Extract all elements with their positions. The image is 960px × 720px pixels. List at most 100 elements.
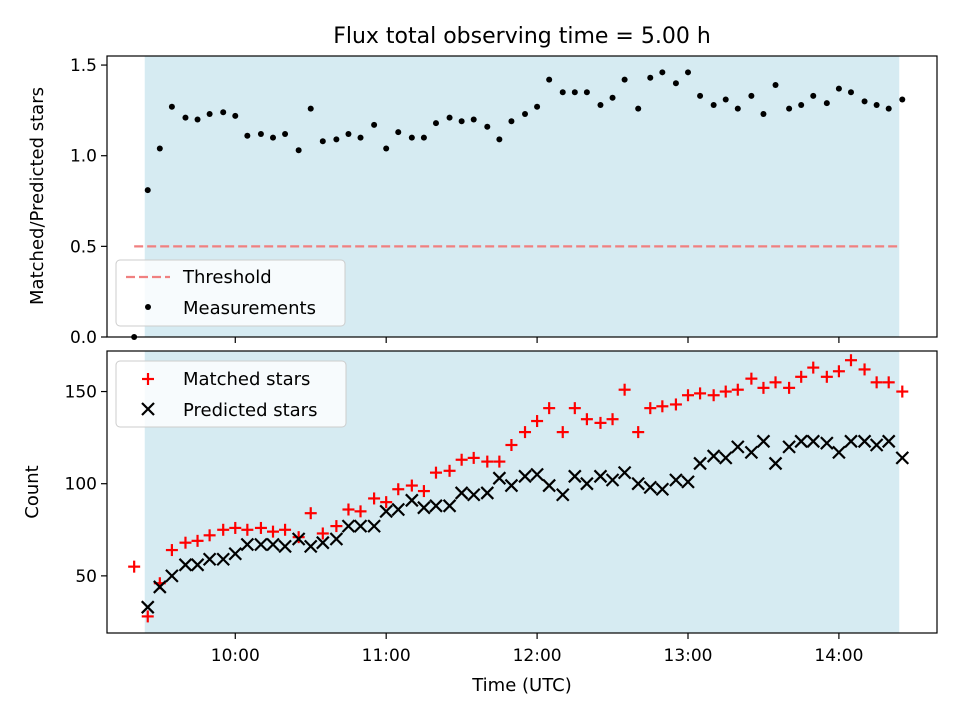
- predicted-star-point: [895, 451, 910, 465]
- matched-star-point: [543, 402, 556, 415]
- predicted-star-point: [631, 476, 645, 491]
- measurement-point: [710, 101, 717, 108]
- predicted-star-point: [869, 438, 884, 452]
- predicted-star-point: [593, 469, 608, 484]
- measurement-point: [873, 101, 880, 108]
- bottom-y-tick-label: 150: [65, 383, 97, 403]
- legend-matched-swatch: [142, 373, 154, 385]
- matched-star-point: [707, 389, 720, 402]
- legend-matched-label: Matched stars: [183, 369, 310, 390]
- measurement-point: [484, 123, 491, 130]
- predicted-star-point: [316, 535, 330, 550]
- matched-star-point: [342, 503, 355, 516]
- matched-star-point: [128, 560, 141, 573]
- legend-predicted-label: Predicted stars: [183, 400, 317, 421]
- matched-star-point: [292, 531, 305, 544]
- measurement-point: [798, 101, 805, 108]
- matched-star-point: [618, 383, 631, 396]
- predicted-star-point: [504, 478, 519, 493]
- predicted-star-point: [466, 487, 481, 502]
- matched-star-point: [354, 505, 367, 518]
- predicted-star-point: [718, 451, 733, 465]
- bottom-x-tick-label: 12:00: [513, 646, 562, 666]
- top-legend: Threshold Measurements: [115, 259, 346, 327]
- measurement-point: [270, 134, 276, 141]
- matched-star-point: [467, 451, 480, 464]
- top-y-axis-label: Matched/Predicted stars: [27, 87, 48, 305]
- matched-star-point: [279, 523, 292, 536]
- matched-star-point: [682, 389, 694, 402]
- measurement-point: [220, 109, 227, 116]
- bottom-legend-box: [115, 360, 347, 428]
- matched-star-point: [644, 402, 657, 415]
- bottom-y-tick-label: 100: [65, 475, 97, 495]
- measurement-point: [307, 105, 314, 112]
- measurement-point: [522, 111, 529, 118]
- predicted-star-point: [291, 532, 306, 546]
- top-y-tick-label: 1.0: [70, 147, 97, 167]
- measurement-point: [357, 134, 364, 141]
- matched-star-point: [330, 520, 343, 533]
- predicted-star-point: [442, 499, 457, 513]
- legend-measurements-swatch: [145, 304, 151, 310]
- measurement-point: [446, 114, 453, 121]
- bottom-x-ticks: 10:00 11:00 12:00 13:00 14:00: [211, 633, 863, 666]
- matched-star-point: [481, 455, 494, 468]
- predicted-star-point: [605, 473, 620, 487]
- predicted-star-point: [303, 539, 318, 554]
- predicted-star-point: [706, 449, 721, 463]
- measurement-points: [131, 69, 906, 340]
- measurement-point: [647, 74, 654, 81]
- matched-star-point: [267, 525, 279, 538]
- matched-star-point: [443, 464, 456, 477]
- matched-star-point: [417, 485, 430, 498]
- matched-star-point: [191, 534, 204, 547]
- measurement-point: [534, 103, 541, 110]
- measurement-point: [319, 138, 326, 145]
- measurement-point: [635, 105, 642, 112]
- predicted-star-point: [881, 434, 896, 449]
- measurement-point: [371, 121, 378, 128]
- measurement-point: [810, 92, 817, 99]
- measurement-point: [559, 89, 566, 96]
- matched-star-point: [669, 398, 682, 411]
- matched-star-point: [580, 413, 593, 426]
- predicted-star-point: [806, 434, 821, 449]
- matched-star-point: [531, 415, 544, 428]
- predicted-star-point: [832, 445, 846, 460]
- predicted-star-point: [681, 475, 695, 489]
- matched-star-point: [694, 387, 707, 400]
- predicted-star-point: [367, 519, 381, 533]
- predicted-star-point: [643, 480, 658, 495]
- measurement-point: [345, 130, 352, 137]
- predicted-star-point: [341, 519, 356, 533]
- predicted-star-point: [756, 434, 771, 449]
- matched-star-point: [455, 453, 468, 466]
- predicted-star-point: [216, 552, 230, 567]
- matched-star-point: [858, 363, 871, 376]
- bottom-x-tick-label: 14:00: [814, 646, 863, 666]
- predicted-star-point: [178, 558, 193, 572]
- matched-star-point: [405, 479, 418, 492]
- matched-star-point: [820, 370, 833, 383]
- measurement-point: [847, 89, 854, 96]
- measurement-point: [408, 134, 415, 141]
- measurement-point: [786, 105, 793, 112]
- legend-measurements-label: Measurements: [183, 298, 316, 319]
- measurement-point: [597, 101, 604, 108]
- measurement-point: [206, 111, 213, 118]
- matched-star-point: [632, 426, 645, 439]
- matched-star-point: [254, 521, 267, 534]
- measurement-point: [685, 69, 691, 76]
- matched-star-point: [606, 413, 619, 426]
- predicted-star-point: [580, 476, 594, 491]
- matched-star-point: [656, 400, 669, 413]
- matched-stars-points: [128, 354, 909, 623]
- predicted-star-point: [165, 569, 179, 583]
- matched-star-point: [807, 361, 820, 374]
- measurement-point: [748, 92, 755, 99]
- matched-star-point: [594, 416, 607, 429]
- predicted-star-point: [391, 502, 406, 517]
- predicted-star-point: [202, 552, 217, 567]
- measurement-point: [835, 85, 842, 92]
